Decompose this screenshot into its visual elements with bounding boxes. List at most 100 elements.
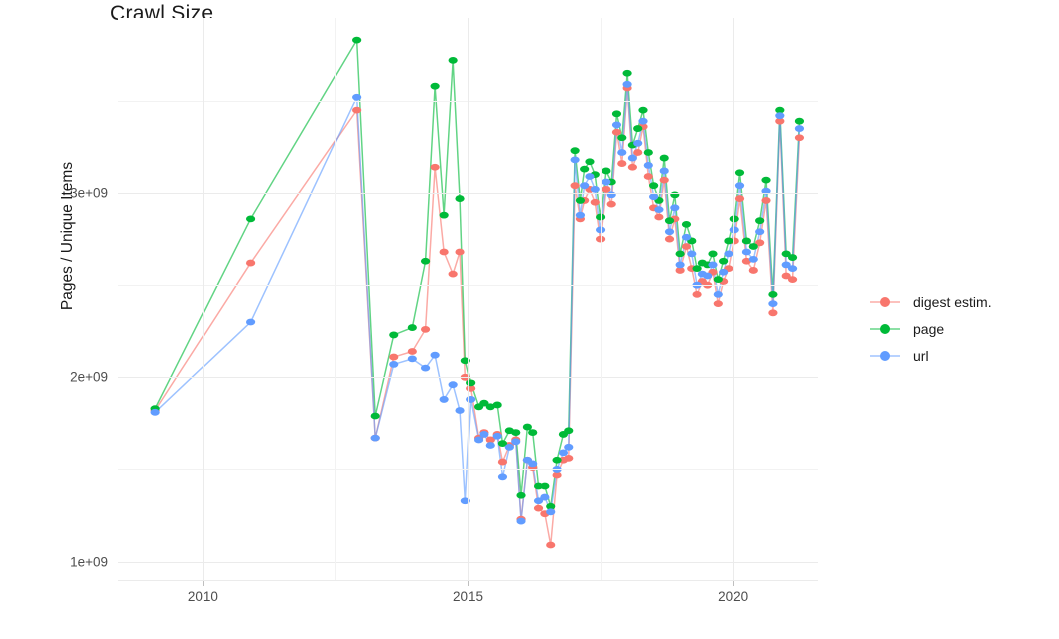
data-point [420,326,431,333]
gridline-minor-vertical [335,18,336,580]
data-point [633,149,643,156]
data-point [540,493,550,501]
data-point [681,220,692,228]
legend-item-page[interactable]: page [870,315,1055,342]
data-point [681,233,692,241]
data-point [617,134,627,142]
series-line [154,87,801,546]
y-axis-tick-labels: 1e+09 2e+09 3e+09 [0,0,108,639]
data-point [675,250,685,258]
data-point [389,353,399,361]
series-points [150,84,805,549]
gridline-minor-vertical [601,18,602,580]
data-point [595,213,606,221]
data-point [654,213,664,221]
series-points [150,80,805,525]
data-point [601,167,611,175]
data-point [724,237,734,245]
data-point [611,121,622,129]
legend-item-digest-estim[interactable]: digest estim. [870,288,1055,315]
data-point [748,243,758,250]
data-point [504,443,514,451]
legend-key-dot [880,350,890,361]
x-axis-tick-mark [733,581,734,586]
data-point [533,497,544,505]
data-point [564,427,574,435]
data-point [552,471,562,479]
data-point [479,431,489,438]
data-point [713,290,723,298]
data-point [540,482,550,490]
data-point [352,106,362,114]
data-point [575,197,586,204]
data-point [622,69,632,77]
x-axis-tick-label: 2010 [187,589,218,604]
data-point [755,217,765,225]
legend-item-label: digest estim. [913,293,992,310]
data-point [729,215,739,223]
data-point [585,173,595,180]
data-point [352,93,362,101]
data-point [719,268,729,276]
data-point [455,195,465,202]
data-point [570,182,580,190]
data-point [455,407,465,414]
data-point [649,182,659,190]
data-point [741,248,752,256]
data-point [794,125,805,132]
data-point [734,169,745,177]
x-axis-tick-label: 2015 [452,589,484,604]
data-point [768,309,778,317]
data-point [601,178,611,186]
data-point [643,173,653,180]
data-point [681,243,692,250]
data-point [622,80,632,88]
data-point [533,482,544,490]
data-point [430,351,440,359]
legend-item-url[interactable]: url [870,342,1055,369]
legend-dot-icon [870,346,900,366]
legend-dot-icon [870,319,900,339]
data-point [748,255,758,263]
data-point [497,473,508,481]
data-point [606,200,616,208]
data-point [585,158,595,166]
data-point [775,106,785,114]
data-point [659,167,669,175]
data-point [511,438,521,446]
data-point [533,504,544,512]
data-point [580,165,590,173]
data-point [570,156,580,164]
data-point [439,396,449,403]
data-point [448,381,458,389]
data-point [627,163,637,171]
data-point [659,176,669,184]
data-point [370,412,380,420]
data-point [794,117,805,125]
data-point [755,239,765,247]
data-point [734,195,745,202]
data-point [775,112,785,120]
data-point [692,265,702,272]
data-point [352,36,362,44]
data-point [729,226,739,234]
data-point [528,460,538,468]
data-point [420,364,431,372]
y-axis-tick-label: 3e+09 [70,185,108,201]
series-line [154,83,801,522]
data-point [430,82,440,90]
data-point [389,331,399,339]
data-point [595,235,606,243]
data-point [455,248,465,256]
legend-key-dot [880,323,890,334]
data-point [575,211,586,219]
data-point [748,267,758,274]
data-point [611,110,622,118]
data-point [564,443,574,451]
data-point [485,442,495,449]
data-point [570,147,580,155]
x-axis-tick-mark [203,581,204,586]
data-point [675,267,685,274]
data-point [460,497,470,505]
data-point [420,257,431,265]
